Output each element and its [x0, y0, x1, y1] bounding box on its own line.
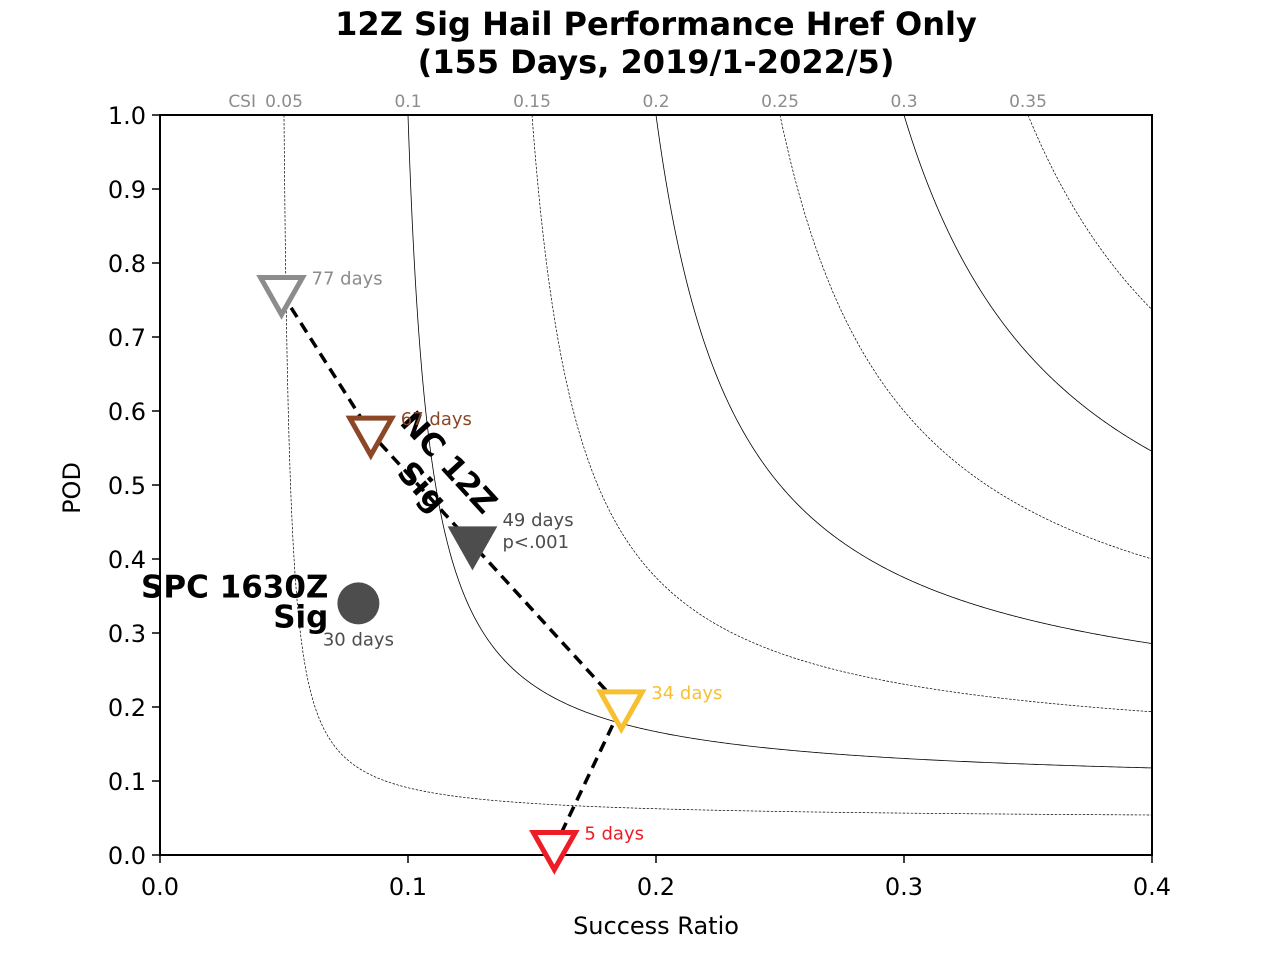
y-tick-label: 0.8: [108, 250, 146, 278]
csi-contour-0.3: [903, 114, 1153, 452]
chart-subtitle: (155 Days, 2019/1-2022/5): [418, 43, 895, 81]
csi-label: 0.1: [394, 92, 421, 112]
csi-contours: [283, 114, 1153, 816]
x-tick-label: 0.3: [885, 873, 923, 901]
csi-label: 0.15: [513, 92, 551, 112]
csi-contour-0.15: [531, 114, 1153, 713]
marker-days-label: 77 days: [312, 269, 383, 290]
marker-days-label: 5 days: [584, 824, 644, 845]
y-tick-label: 0.3: [108, 620, 146, 648]
triangle-marker: [256, 274, 307, 320]
y-tick-label: 0.1: [108, 768, 146, 796]
y-tick-label: 1.0: [108, 102, 146, 130]
x-tick-label: 0.2: [637, 873, 675, 901]
csi-contour-0.35: [1027, 114, 1153, 310]
csi-contour-0.2: [655, 114, 1153, 644]
triangle-marker: [595, 689, 647, 735]
csi-label: 0.35: [1009, 92, 1047, 112]
x-tick-label: 0.1: [389, 873, 427, 901]
spc-days-label: 30 days: [323, 629, 394, 650]
csi-label: 0.2: [642, 92, 669, 112]
y-tick-label: 0.2: [108, 694, 146, 722]
x-tick-label: 0.4: [1133, 873, 1171, 901]
csi-contour-0.05: [283, 114, 1153, 816]
csi-label: 0.3: [890, 92, 917, 112]
y-tick-label: 0.6: [108, 398, 146, 426]
marker-days-label: 67 days: [401, 409, 472, 430]
y-tick-label: 0.0: [108, 842, 146, 870]
csi-contour-labels: 0.05 0.1 0.15 0.2 0.25 0.3 0.35 CSI: [228, 92, 1047, 112]
x-axis-label: Success Ratio: [573, 912, 739, 940]
chart-title: 12Z Sig Hail Performance Href Only: [335, 5, 977, 43]
csi-label: 0.25: [761, 92, 799, 112]
csi-contour-0.25: [779, 114, 1153, 560]
marker-days-label: 34 days: [651, 683, 722, 704]
csi-label: 0.05: [265, 92, 303, 112]
y-tick-label: 0.4: [108, 546, 146, 574]
triangle-marker: [345, 415, 397, 461]
plot-frame: [159, 114, 1153, 856]
csi-prefix-label: CSI: [228, 92, 256, 112]
spc-label-line2: Sig: [273, 599, 328, 635]
dashed-trend-line: [280, 291, 624, 849]
x-axis-ticks: 0.0 0.1 0.2 0.3 0.4: [141, 855, 1171, 901]
marker-pvalue-label: p<.001: [502, 532, 569, 553]
spc-point-marker: [337, 582, 380, 625]
x-tick-label: 0.0: [141, 873, 179, 901]
y-tick-label: 0.7: [108, 324, 146, 352]
y-axis-ticks: 0.0 0.1 0.2 0.3 0.4 0.5 0.6 0.7 0.8 0.9 1.0: [108, 102, 160, 870]
marker-days-label: 49 days: [502, 510, 573, 531]
y-tick-label: 0.5: [108, 472, 146, 500]
y-tick-label: 0.9: [108, 176, 146, 204]
triangle-marker: [447, 526, 498, 571]
csi-contour-0.1: [407, 114, 1153, 769]
triangle-marker: [529, 829, 580, 875]
spc-label-line1: SPC 1630Z: [141, 569, 328, 605]
y-axis-label: POD: [58, 462, 86, 514]
